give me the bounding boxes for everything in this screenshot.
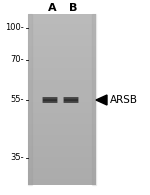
Text: 70-: 70-: [10, 56, 24, 65]
Text: 35-: 35-: [10, 153, 24, 162]
Text: 100-: 100-: [5, 24, 24, 33]
Bar: [28, 14, 32, 185]
FancyBboxPatch shape: [42, 97, 57, 103]
Text: A: A: [48, 3, 56, 13]
Text: ARSB: ARSB: [110, 95, 138, 105]
Text: 55-: 55-: [11, 96, 24, 105]
Text: B: B: [69, 3, 77, 13]
Bar: [92, 14, 96, 185]
Polygon shape: [96, 95, 107, 105]
FancyBboxPatch shape: [63, 97, 78, 103]
